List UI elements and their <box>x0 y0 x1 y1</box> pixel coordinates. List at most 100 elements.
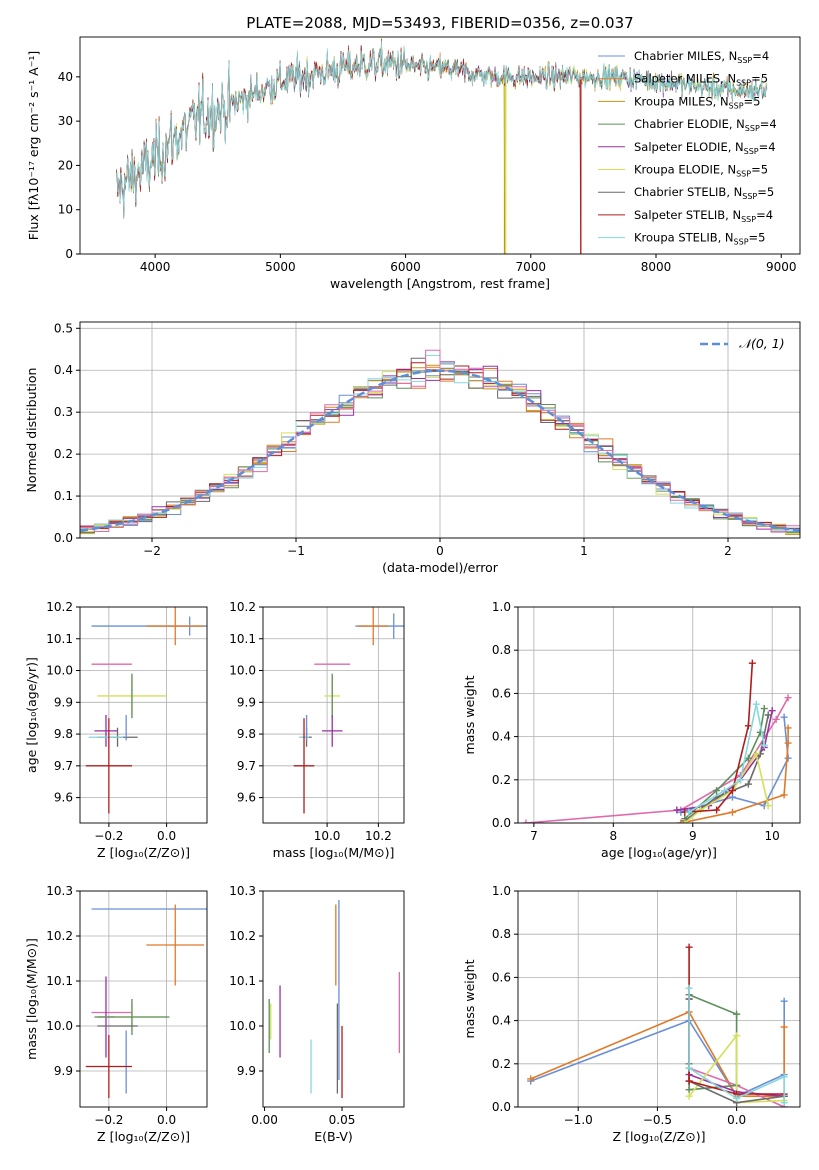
y-tick-label: 0.2 <box>492 1057 511 1071</box>
legend: Chabrier MILES, NSSP=4 Salpeter MILES, NS… <box>598 49 777 247</box>
y-tick-label: 9.6 <box>54 791 73 805</box>
x-tick-label: 0.0 <box>727 1113 746 1127</box>
weight-marker <box>681 819 689 823</box>
errorbar-point <box>321 715 343 747</box>
weight-marker <box>685 1086 693 1094</box>
y-tick-label: 10.1 <box>46 632 73 646</box>
weight-marker <box>780 713 788 721</box>
y-tick-label: 10.2 <box>229 600 256 614</box>
legend-label: Kroupa ELODIE, NSSP=5 <box>634 163 768 179</box>
x-tick-label: 1 <box>580 544 588 558</box>
panel-weight_vs_Z: −1.0 −0.5 0.0 0.0 0.2 0.4 0.6 0.8 1.0 Z [log₁₀(Z/… <box>462 884 801 1144</box>
y-tick-label: 9.9 <box>54 695 73 709</box>
x-tick-label: 0 <box>436 544 444 558</box>
y-tick-label: 10.1 <box>229 974 256 988</box>
weight-marker <box>733 1032 741 1040</box>
panel-weight_vs_age: 7 8 9 10 0.0 0.2 0.4 0.6 0.8 1.0 age [log₁₀(age/yr… <box>462 600 801 860</box>
spectrum-line-kroupa-stelib <box>115 40 768 214</box>
legend-label: Chabrier STELIB, NSSP=5 <box>634 185 774 201</box>
legend-label: Chabrier MILES, NSSP=4 <box>634 49 769 65</box>
y-tick-label: 0.3 <box>54 405 73 419</box>
x-tick-label: 7000 <box>516 260 547 274</box>
axes-frame <box>79 36 801 255</box>
y-tick-label: 9.9 <box>237 1064 256 1078</box>
y-tick-label: 9.9 <box>54 1064 73 1078</box>
y-tick-label: 10 <box>58 203 73 217</box>
legend-label: Salpeter STELIB, NSSP=4 <box>634 208 773 224</box>
weight-line-c5 <box>688 1033 785 1104</box>
y-tick-label: 0.2 <box>492 773 511 787</box>
weight-marker <box>728 808 736 816</box>
y-tick-label: 9.8 <box>54 727 73 741</box>
x-axis-label: wavelength [Angstrom, rest frame] <box>330 276 550 291</box>
weight-marker <box>733 1094 741 1102</box>
x-axis-label: E(B-V) <box>314 1129 353 1144</box>
plot-area <box>527 943 788 1107</box>
panel-age_vs_mass: 10.0 10.2 9.6 9.7 9.8 9.9 10.0 10.1 10.2 mass [lo… <box>229 600 405 860</box>
x-tick-label: 9 <box>689 829 697 843</box>
errorbar-point <box>94 715 118 747</box>
weight-marker <box>784 724 792 732</box>
weight-marker <box>744 722 752 730</box>
weight-marker <box>780 1023 788 1031</box>
weight-marker <box>780 791 788 799</box>
x-axis-label: Z [log₁₀(Z/Z⊙)] <box>613 1129 706 1144</box>
y-axis-label: mass weight <box>462 675 477 754</box>
x-tick-label: 6000 <box>390 260 421 274</box>
panel-age_vs_Z: −0.2 0.0 9.6 9.7 9.8 9.9 10.0 10.1 10.2 Z [log₁₀(… <box>24 600 208 860</box>
y-tick-label: 0.5 <box>54 321 73 335</box>
weight-marker <box>784 739 792 747</box>
weight-marker <box>685 1077 693 1085</box>
weight-marker <box>760 705 768 713</box>
weight-marker <box>728 787 736 795</box>
axes-frame <box>517 890 801 1108</box>
figure-title: PLATE=2088, MJD=53493, FIBERID=0356, z=0… <box>246 14 633 32</box>
y-tick-label: 0.2 <box>54 447 73 461</box>
x-tick-label: 0.05 <box>329 1113 356 1127</box>
y-tick-label: 9.7 <box>54 759 73 773</box>
weight-marker <box>772 715 780 723</box>
weight-marker <box>756 728 764 736</box>
x-tick-label: 9000 <box>766 260 797 274</box>
y-tick-label: 9.6 <box>237 791 256 805</box>
y-tick-label: 10.2 <box>46 600 73 614</box>
weight-marker <box>522 819 530 823</box>
gaussian-curve <box>80 369 800 532</box>
y-tick-label: 0.0 <box>492 1100 511 1114</box>
y-axis-label: mass [log₁₀(M/M⊙)] <box>24 938 39 1060</box>
x-tick-label: 8000 <box>641 260 672 274</box>
plot-area <box>85 607 207 814</box>
weight-marker <box>713 806 721 814</box>
weight-marker <box>752 750 760 758</box>
y-tick-label: 10.0 <box>46 1019 73 1033</box>
legend-label: Salpeter MILES, NSSP=5 <box>634 72 768 88</box>
axes-frame <box>262 606 405 824</box>
x-tick-label: 10.0 <box>314 829 341 843</box>
x-axis-label: Z [log₁₀(Z/Z⊙)] <box>97 1129 190 1144</box>
x-tick-label: 8 <box>610 829 618 843</box>
x-axis-label: mass [log₁₀(M/M⊙)] <box>273 845 395 860</box>
x-tick-label: −0.2 <box>94 1113 123 1127</box>
errorbar-point <box>85 718 132 814</box>
panel-residuals: −2 −1 0 1 2 0.0 0.1 0.2 0.3 0.4 0.5 (data-model)/er… <box>24 321 801 575</box>
panel-mass_vs_ebv: 0.00 0.05 9.9 10.0 10.1 10.2 10.3 E(B-V) <box>229 884 405 1144</box>
weight-marker <box>685 1064 693 1072</box>
y-axis-label: Normed distribution <box>24 368 39 493</box>
weight-marker <box>685 1092 693 1100</box>
weight-marker <box>733 1010 741 1018</box>
axes-frame <box>79 606 208 824</box>
weight-line-c7 <box>684 663 754 813</box>
x-tick-label: 0.0 <box>157 829 176 843</box>
errorbar-point <box>357 607 389 646</box>
axes-frame <box>79 890 208 1108</box>
errorbar-point <box>146 607 205 646</box>
weight-marker <box>721 787 729 795</box>
y-tick-label: 0.6 <box>492 686 511 700</box>
weight-marker <box>780 1099 788 1107</box>
y-tick-label: 10.0 <box>229 1019 256 1033</box>
y-tick-label: 10.0 <box>229 664 256 678</box>
x-tick-label: 4000 <box>140 260 171 274</box>
x-tick-label: −2 <box>143 544 161 558</box>
x-tick-label: 7 <box>530 829 538 843</box>
